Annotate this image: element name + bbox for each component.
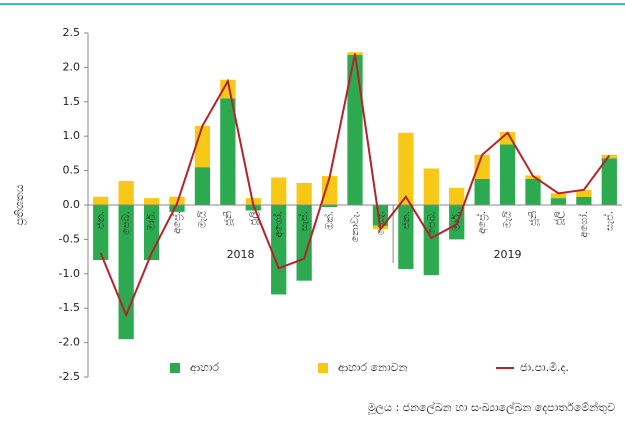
bar <box>550 193 567 199</box>
bar <box>321 176 338 205</box>
y-tick-label: 0.0 <box>63 198 81 211</box>
bar <box>296 205 312 281</box>
bar <box>245 205 261 211</box>
bar <box>398 205 414 269</box>
bar <box>398 132 414 205</box>
x-tick-label: දෙසැ. <box>375 211 386 235</box>
x-tick-label: අප්‍රේ. <box>475 211 488 234</box>
bar <box>601 158 617 205</box>
bar <box>143 198 160 205</box>
bar <box>474 154 490 179</box>
bar <box>296 182 312 205</box>
year-label: 2018 <box>227 248 255 261</box>
legend-label: ආහාර නොවන <box>338 361 408 375</box>
source: මූලය : ජනලේඛන හා සංඛ්‍යාලේඛන දෙපාර්තමේන්… <box>368 400 615 415</box>
bar <box>550 198 567 205</box>
y-tick-label: 1.0 <box>63 129 81 142</box>
x-tick-label: අප්‍රේ. <box>170 211 183 234</box>
legend-label: ජා.පා.මි.ද. <box>520 361 569 374</box>
x-tick-label: සැප්. <box>297 211 310 231</box>
x-tick-label: පෙබ. <box>426 211 437 235</box>
x-tick-label: අගෝ. <box>272 211 285 238</box>
bar <box>194 167 211 205</box>
y-axis-label: ප්‍රතිශතය <box>13 184 26 225</box>
bar <box>576 196 592 205</box>
x-tick-label: ජන. <box>401 211 412 229</box>
bar <box>449 187 465 205</box>
y-tick-label: -1.5 <box>59 301 80 314</box>
legend-swatch <box>170 363 180 373</box>
bar <box>271 177 287 205</box>
bar <box>93 205 109 261</box>
bar <box>423 168 439 205</box>
bar <box>220 98 236 205</box>
bar <box>423 205 439 276</box>
bar <box>474 178 490 205</box>
legend-swatch <box>318 363 328 373</box>
x-tick-label: මැයි <box>503 211 514 229</box>
bar <box>321 205 338 208</box>
x-tick-label: ඔක්. <box>322 211 335 230</box>
y-tick-label: 2.0 <box>63 60 81 73</box>
x-tick-label: ජන. <box>96 211 107 229</box>
x-tick-label: ජූනි <box>223 211 234 226</box>
bar <box>525 178 541 205</box>
x-tick-label: මැයි <box>197 211 208 229</box>
year-label: 2019 <box>494 248 522 261</box>
bar <box>194 125 211 168</box>
x-tick-label: මාර්. <box>146 211 158 231</box>
x-tick-label: ජූලි <box>248 211 259 226</box>
bar <box>93 196 109 205</box>
legend-label: ආහාර <box>190 361 219 375</box>
y-tick-label: 2.5 <box>63 26 81 39</box>
x-tick-label: පෙබ. <box>121 211 132 235</box>
bar <box>576 189 592 197</box>
y-tick-label: -0.5 <box>59 232 80 245</box>
x-tick-label: සැප්. <box>602 211 615 231</box>
y-tick-label: -2.5 <box>59 370 80 383</box>
y-tick-label: 0.5 <box>63 164 81 177</box>
y-tick-label: -2.0 <box>59 336 80 349</box>
bar <box>118 180 134 205</box>
bar <box>271 205 287 295</box>
bar <box>220 79 236 99</box>
bar <box>169 205 185 212</box>
bar <box>372 205 389 226</box>
y-tick-label: 1.5 <box>63 95 81 108</box>
x-tick-label: ජූලි <box>553 211 564 226</box>
bar <box>347 55 363 206</box>
y-tick-label: -1.0 <box>59 267 80 280</box>
x-tick-label: ජූනි <box>528 211 539 226</box>
x-tick-label: නොවැ. <box>350 211 361 242</box>
x-tick-label: අගෝ. <box>577 211 590 238</box>
line <box>99 53 611 318</box>
bar <box>499 144 516 205</box>
